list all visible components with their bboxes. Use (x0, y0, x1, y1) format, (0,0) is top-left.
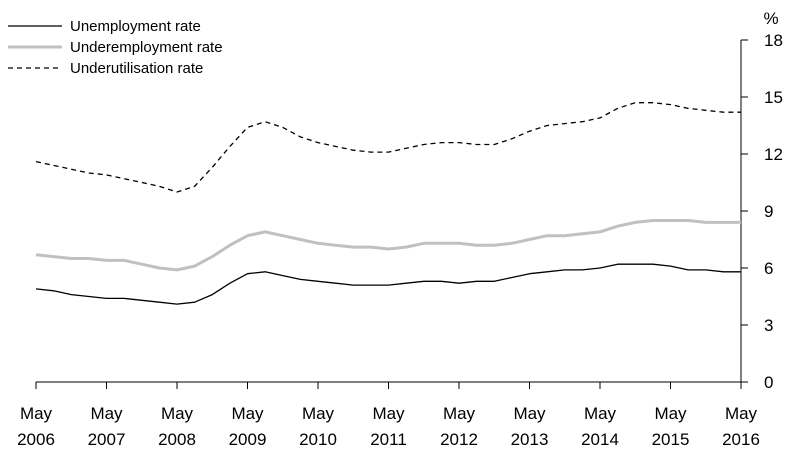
y-unit-label: % (763, 9, 778, 28)
legend-label: Unemployment rate (70, 18, 201, 35)
x-tick-label-month: May (231, 404, 264, 423)
x-tick-label-month: May (20, 404, 53, 423)
y-tick-label: 6 (764, 259, 773, 278)
x-tick-label-month: May (90, 404, 123, 423)
y-tick-label: 0 (764, 373, 773, 392)
x-tick-label-month: May (443, 404, 476, 423)
y-tick-label: 18 (764, 31, 783, 50)
x-tick-label-month: May (372, 404, 405, 423)
x-tick-label-year: 2007 (88, 430, 126, 449)
x-tick-label-year: 2016 (722, 430, 760, 449)
axes-group: May 2006 May 2007 May 2008 May 2009 May 2010 May 20… (17, 9, 783, 449)
x-tick-label-month: May (302, 404, 335, 423)
y-tick-label: 3 (764, 316, 773, 335)
x-tick-label-month: May (513, 404, 546, 423)
x-tick-label-month: May (161, 404, 194, 423)
series-line-unemployment-rate (35, 263, 741, 305)
x-tick-label-year: 2006 (17, 430, 55, 449)
x-tick-label-year: 2010 (299, 430, 337, 449)
x-tick-label-year: 2012 (440, 430, 478, 449)
x-tick-label-month: May (584, 404, 617, 423)
x-tick-label-year: 2013 (511, 430, 549, 449)
y-tick-label: 12 (764, 145, 783, 164)
series-line-underutilisation-rate (35, 102, 741, 193)
series-line-underemployment-rate (35, 219, 741, 272)
x-tick-label-year: 2014 (581, 430, 619, 449)
y-tick-label: 15 (764, 88, 783, 107)
x-tick-label-year: 2009 (229, 430, 267, 449)
x-tick-label-year: 2015 (652, 430, 690, 449)
series-group (35, 102, 741, 305)
y-tick-label: 9 (764, 202, 773, 221)
legend-label: Underutilisation rate (70, 60, 203, 77)
x-tick-label-year: 2011 (370, 430, 407, 449)
x-tick-label-month: May (654, 404, 687, 423)
legend: Unemployment rate Underemployment rate Und… (8, 18, 223, 77)
legend-label: Underemployment rate (70, 39, 223, 56)
x-tick-label-year: 2008 (158, 430, 196, 449)
x-tick-label-month: May (725, 404, 758, 423)
